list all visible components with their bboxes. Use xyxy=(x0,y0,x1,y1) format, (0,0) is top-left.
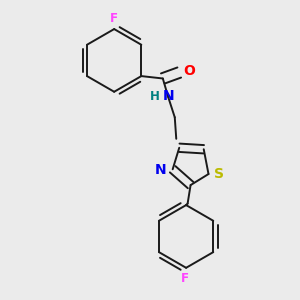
Text: N: N xyxy=(162,89,174,103)
Text: N: N xyxy=(155,163,167,177)
Text: F: F xyxy=(181,272,189,285)
Text: F: F xyxy=(110,13,118,26)
Text: O: O xyxy=(183,64,195,78)
Text: S: S xyxy=(214,167,224,181)
Text: H: H xyxy=(150,90,160,103)
